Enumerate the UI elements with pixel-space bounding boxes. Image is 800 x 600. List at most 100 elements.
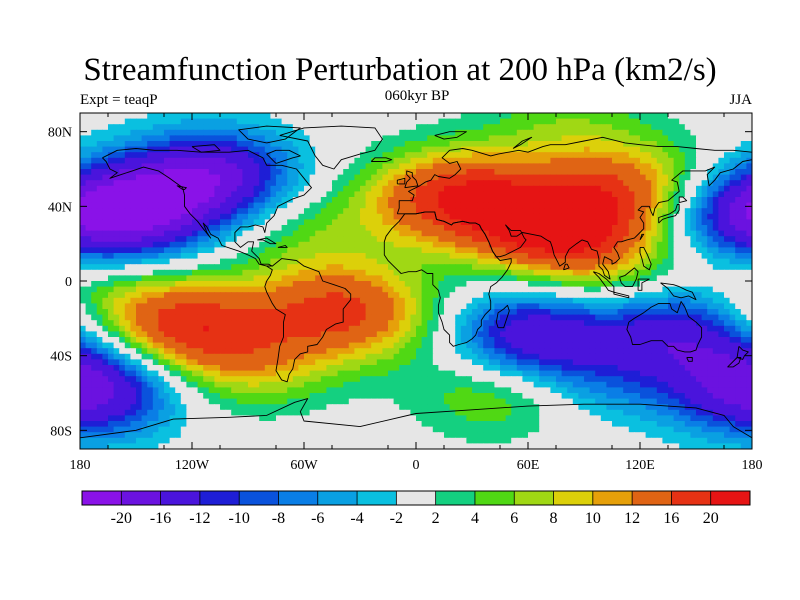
field-cell: [645, 264, 652, 271]
field-cell: [600, 152, 607, 159]
field-cell: [561, 230, 568, 237]
field-cell: [119, 337, 126, 344]
field-cell: [533, 303, 540, 310]
field-cell: [175, 258, 182, 265]
field-cell: [494, 129, 501, 136]
field-cell: [662, 236, 669, 243]
field-cell: [365, 342, 372, 349]
field-cell: [712, 197, 719, 204]
field-cell: [539, 141, 546, 148]
field-cell: [673, 129, 680, 136]
field-cell: [158, 141, 165, 148]
field-cell: [113, 247, 120, 254]
field-cell: [696, 303, 703, 310]
field-cell: [270, 191, 277, 198]
field-cell: [690, 297, 697, 304]
field-cell: [404, 135, 411, 142]
field-cell: [169, 118, 176, 125]
field-cell: [505, 129, 512, 136]
field-cell: [180, 113, 187, 120]
field-cell: [645, 163, 652, 170]
field-cell: [242, 236, 249, 243]
field-cell: [203, 286, 210, 293]
field-cell: [242, 219, 249, 226]
field-cell: [673, 185, 680, 192]
field-cell: [656, 281, 663, 288]
field-cell: [656, 118, 663, 125]
field-cell: [656, 331, 663, 338]
field-cell: [304, 292, 311, 299]
field-cell: [158, 169, 165, 176]
field-cell: [214, 297, 221, 304]
field-cell: [404, 141, 411, 148]
field-cell: [460, 258, 467, 265]
field-cell: [152, 208, 159, 215]
field-cell: [550, 225, 557, 232]
field-cell: [444, 320, 451, 327]
field-cell: [360, 202, 367, 209]
field-cell: [236, 309, 243, 316]
field-cell: [180, 320, 187, 327]
field-cell: [701, 135, 708, 142]
field-cell: [746, 236, 752, 243]
field-cell: [292, 264, 299, 271]
field-cell: [477, 213, 484, 220]
field-cell: [656, 191, 663, 198]
field-cell: [645, 124, 652, 131]
field-cell: [365, 230, 372, 237]
field-cell: [214, 325, 221, 332]
field-cell: [567, 286, 574, 293]
field-cell: [309, 230, 316, 237]
field-cell: [404, 191, 411, 198]
field-cell: [147, 269, 154, 276]
field-cell: [102, 163, 109, 170]
field-cell: [584, 208, 591, 215]
field-cell: [270, 185, 277, 192]
field-cell: [438, 247, 445, 254]
field-cell: [164, 309, 171, 316]
field-cell: [192, 174, 199, 181]
field-cell: [259, 169, 266, 176]
field-cell: [337, 264, 344, 271]
field-cell: [584, 258, 591, 265]
field-cell: [80, 253, 87, 260]
field-cell: [438, 309, 445, 316]
field-cell: [180, 331, 187, 338]
field-cell: [180, 129, 187, 136]
field-cell: [556, 191, 563, 198]
field-cell: [85, 157, 92, 164]
field-cell: [197, 141, 204, 148]
field-cell: [483, 337, 490, 344]
field-cell: [668, 331, 675, 338]
field-cell: [550, 258, 557, 265]
field-cell: [292, 169, 299, 176]
field-cell: [544, 174, 551, 181]
field-cell: [264, 135, 271, 142]
field-cell: [141, 314, 148, 321]
field-cell: [292, 241, 299, 248]
field-cell: [225, 325, 232, 332]
field-cell: [438, 202, 445, 209]
field-cell: [528, 202, 535, 209]
field-cell: [315, 337, 322, 344]
field-cell: [309, 152, 316, 159]
field-cell: [740, 191, 747, 198]
field-cell: [589, 253, 596, 260]
field-cell: [264, 337, 271, 344]
field-cell: [584, 163, 591, 170]
field-cell: [393, 236, 400, 243]
field-cell: [477, 264, 484, 271]
field-cell: [427, 264, 434, 271]
field-cell: [186, 320, 193, 327]
field-cell: [645, 197, 652, 204]
field-cell: [472, 281, 479, 288]
field-cell: [740, 247, 747, 254]
field-cell: [253, 163, 260, 170]
field-cell: [416, 118, 423, 125]
field-cell: [96, 275, 103, 282]
field-cell: [572, 275, 579, 282]
field-cell: [152, 197, 159, 204]
field-cell: [102, 258, 109, 265]
field-cell: [662, 152, 669, 159]
field-cell: [264, 314, 271, 321]
